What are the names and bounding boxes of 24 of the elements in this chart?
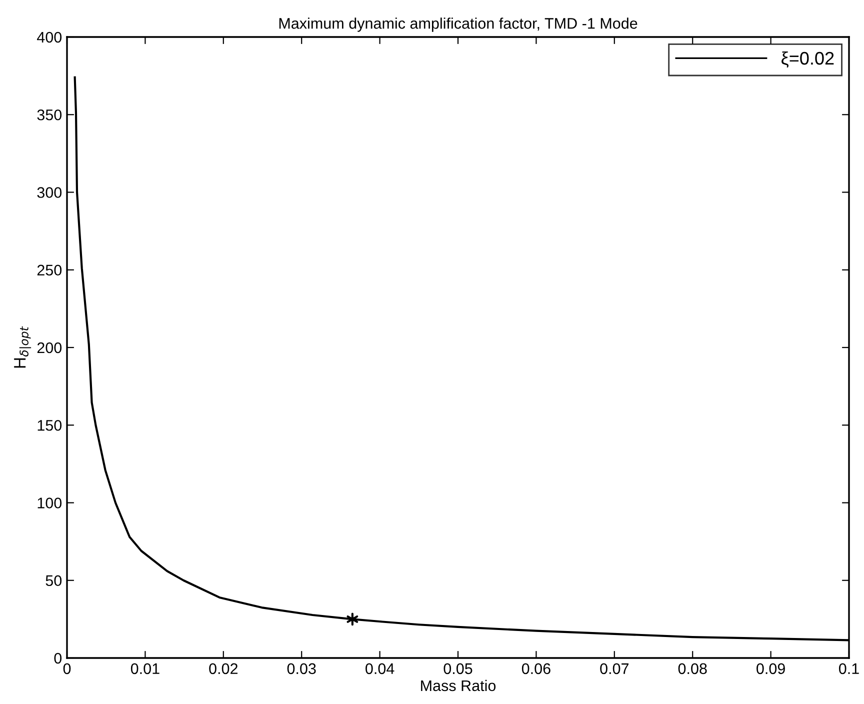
x-tick-label: 0.04 <box>366 663 394 674</box>
y-tick-label: 100 <box>38 498 62 508</box>
x-tick-label: 0.03 <box>287 663 316 674</box>
x-tick-label: 0.06 <box>522 663 550 674</box>
y-tick-label: 300 <box>37 187 62 198</box>
x-tick-label: 0.05 <box>444 663 472 674</box>
x-tick-label: 0.08 <box>678 663 707 674</box>
y-axis-title: H$_{δ|opt}$ <box>14 326 32 368</box>
x-tick-label: 0.01 <box>130 663 160 674</box>
y-tick-label: 150 <box>38 420 62 431</box>
x-tick-label: 0.1 <box>838 663 859 674</box>
chart-title: Maximum dynamic amplification factor, TMD -1 Mode <box>279 18 638 32</box>
y-tick-label: 350 <box>37 109 62 120</box>
legend-label: ξ=0.02 <box>782 51 834 68</box>
y-tick-label: 50 <box>46 575 62 586</box>
y-tick-label: 250 <box>37 264 62 276</box>
y-tick-label: 0 <box>54 652 62 664</box>
x-tick-label: 0 <box>63 663 71 674</box>
y-tick-label: 400 <box>37 32 62 43</box>
x-tick-label: 0.09 <box>756 663 785 674</box>
x-tick-label: 0.07 <box>600 663 628 674</box>
y-tick-label: 200 <box>37 342 62 354</box>
x-tick-label: 0.02 <box>209 663 238 674</box>
x-axis-title: Mass Ratio <box>421 680 496 692</box>
